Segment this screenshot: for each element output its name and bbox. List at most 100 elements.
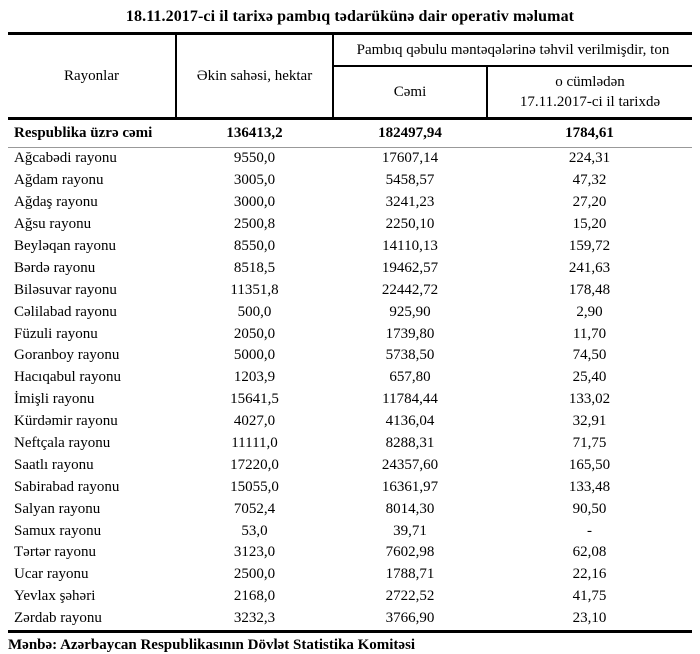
value-cell: 7052,4 [233, 500, 276, 517]
column-header-tehvil-group: Pambıq qəbulu məntəqələrinə təhvil veril… [333, 33, 693, 67]
value-cell: 5000,0 [233, 347, 276, 364]
value-cell: 8518,5 [233, 259, 276, 276]
value-cell: 241,63 [568, 259, 611, 276]
value-cell: 22442,72 [381, 281, 439, 298]
table-row: Ağdam rayonu 3005,0 5458,57 47,32 [8, 170, 692, 192]
value-cell: 11351,8 [230, 281, 279, 298]
table-header: Rayonlar Əkin sahəsi, hektar Pambıq qəbu… [8, 33, 693, 119]
region-name: Zərdab rayonu [14, 610, 102, 627]
page-title: 18.11.2017-ci il tarixə pambıq tədarükün… [125, 8, 575, 25]
value-cell: 1203,9 [233, 369, 276, 386]
region-name: Samux rayonu [14, 522, 102, 539]
value-cell: 15641,5 [230, 391, 279, 408]
value-cell: 1788,71 [385, 566, 435, 583]
value-cell: 15,20 [572, 216, 607, 233]
value-cell: 8550,0 [233, 238, 276, 254]
value-cell: 2,90 [576, 303, 603, 320]
table-row: Saatlı rayonu 17220,0 24357,60 165,50 [8, 454, 692, 476]
header-row-group: Rayonlar Əkin sahəsi, hektar Pambıq qəbu… [8, 33, 693, 119]
region-name: Respublika üzrə cəmi [14, 125, 153, 141]
value-cell: 23,10 [572, 610, 607, 627]
source-note: Mənbə: Azərbaycan Respublikasının Dövlət… [8, 636, 416, 653]
value-cell: 11784,44 [382, 391, 438, 408]
value-cell: 1784,61 [565, 125, 614, 141]
table-row: Ağsu rayonu 2500,8 2250,10 15,20 [8, 214, 692, 236]
value-cell: 500,0 [237, 303, 272, 320]
value-cell: 16361,97 [381, 478, 439, 495]
column-header-cemi: Cəmi [333, 66, 488, 119]
value-cell: 14110,13 [382, 238, 438, 254]
value-cell: 71,75 [572, 435, 607, 452]
region-name: Bərdə rayonu [14, 259, 96, 276]
table-row: Goranboy rayonu 5000,0 5738,50 74,50 [8, 345, 692, 367]
value-cell: 133,02 [568, 391, 611, 408]
value-cell: 53,0 [241, 522, 268, 539]
column-header-ekin-sahesi: Əkin sahəsi, hektar [176, 33, 334, 119]
region-name: Ağdaş rayonu [14, 194, 98, 211]
value-cell: 133,48 [568, 478, 611, 495]
region-name: Ağsu rayonu [14, 216, 92, 233]
total-row: Respublika üzrə cəmi 136413,2 182497,94 178… [8, 119, 693, 148]
value-cell: 3766,90 [385, 610, 435, 627]
value-cell: 11111,0 [231, 435, 278, 452]
region-name: Biləsuvar rayonu [14, 281, 117, 298]
table-row: Sabirabad rayonu 15055,0 16361,97 133,48 [8, 476, 692, 498]
cotton-procurement-table: Rayonlar Əkin sahəsi, hektar Pambıq qəbu… [8, 32, 693, 633]
table-row: Samux rayonu 53,0 39,71 - [8, 520, 692, 542]
table-row: Ağcabədi rayonu 9550,0 17607,14 224,31 [8, 148, 692, 170]
region-name: Yevlax şəhəri [14, 588, 96, 605]
value-cell: 2500,0 [233, 566, 276, 583]
region-name: Beyləqan rayonu [14, 238, 117, 254]
column-header-o-cumleden: o cümlədən 17.11.2017-ci il tarixdə [487, 66, 692, 119]
table-row: Ucar rayonu 2500,0 1788,71 22,16 [8, 564, 692, 586]
table-row: Kürdəmir rayonu 4027,0 4136,04 32,91 [8, 411, 692, 433]
value-cell: 3005,0 [233, 172, 276, 189]
value-cell: 159,72 [568, 238, 611, 254]
region-name: Tərtər rayonu [14, 544, 97, 561]
value-cell: 2050,0 [233, 325, 276, 342]
table-row: İmişli rayonu 15641,5 11784,44 133,02 [8, 389, 692, 411]
region-name: Sabirabad rayonu [14, 478, 120, 495]
value-cell: 4136,04 [385, 413, 435, 430]
table-row: Yevlax şəhəri 2168,0 2722,52 41,75 [8, 586, 692, 608]
table-row: Neftçala rayonu 11111,0 8288,31 71,75 [8, 433, 692, 455]
value-cell: 39,71 [393, 522, 427, 539]
region-name: Saatlı rayonu [14, 456, 94, 473]
value-cell: 27,20 [572, 194, 607, 211]
region-name: Füzuli rayonu [14, 325, 98, 342]
value-cell: 178,48 [568, 281, 611, 298]
value-cell: 657,80 [389, 369, 431, 386]
value-cell: 41,75 [572, 588, 607, 605]
value-cell: 1739,80 [385, 325, 435, 342]
region-name: Ağcabədi rayonu [14, 150, 117, 167]
column-header-rayonlar: Rayonlar [8, 33, 177, 119]
value-cell: 182497,94 [378, 125, 442, 141]
table-row: Salyan rayonu 7052,4 8014,30 90,50 [8, 498, 692, 520]
header-row-sub: Cəmi o cümlədən 17.11.2017-ci il tarixdə [8, 66, 692, 119]
value-cell: 165,50 [568, 456, 611, 473]
value-cell: - [587, 522, 592, 539]
table-row: Füzuli rayonu 2050,0 1739,80 11,70 [8, 323, 692, 345]
o-cumleden-line2: 17.11.2017-ci il tarixdə [519, 94, 661, 110]
value-cell: 2722,52 [385, 588, 435, 605]
value-cell: 15055,0 [230, 478, 279, 495]
value-cell: 3232,3 [233, 610, 276, 627]
value-cell: 5458,57 [385, 172, 435, 189]
value-cell: 4027,0 [233, 413, 276, 430]
value-cell: 2168,0 [233, 588, 276, 605]
region-name: İmişli rayonu [14, 391, 95, 408]
value-cell: 136413,2 [226, 125, 283, 141]
value-cell: 9550,0 [233, 150, 276, 167]
table-row: Biləsuvar rayonu 11351,8 22442,72 178,48 [8, 279, 692, 301]
value-cell: 47,32 [572, 172, 607, 189]
value-cell: 24357,60 [381, 456, 439, 473]
value-cell: 32,91 [572, 413, 607, 430]
value-cell: 19462,57 [381, 259, 439, 276]
value-cell: 22,16 [572, 566, 607, 583]
region-name: Neftçala rayonu [14, 435, 111, 452]
value-cell: 3241,23 [385, 194, 435, 211]
o-cumleden-line1: o cümlədən [555, 74, 625, 90]
table-body: Respublika üzrə cəmi 136413,2 182497,94 178… [8, 119, 693, 632]
value-cell: 62,08 [572, 544, 607, 561]
